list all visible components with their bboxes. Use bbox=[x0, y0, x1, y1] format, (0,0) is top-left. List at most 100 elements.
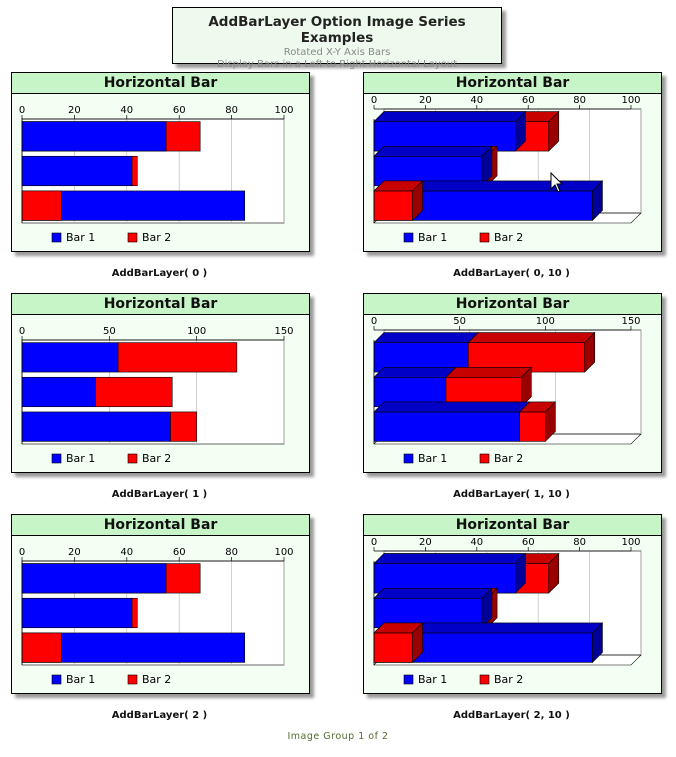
bar-2-row-2 bbox=[445, 366, 533, 408]
chart-title: Horizontal Bar bbox=[12, 73, 309, 94]
tick-label: 0 bbox=[19, 547, 25, 558]
legend-label: Bar 2 bbox=[494, 452, 523, 465]
legend-label: Bar 1 bbox=[66, 231, 95, 244]
chart-panel-6: Horizontal Bar 0 20 40 60 80 100 Bar 1 Bar 2 bbox=[363, 514, 662, 694]
chart-svg: 0 50 100 150 Bar 1 Bar 2 bbox=[19, 326, 294, 465]
chart-title: Horizontal Bar bbox=[12, 294, 309, 315]
legend-swatch bbox=[479, 453, 490, 464]
chart-title: Horizontal Bar bbox=[12, 515, 309, 536]
legend-label: Bar 1 bbox=[66, 452, 95, 465]
chart-caption: AddBarLayer( 1, 10 ) bbox=[453, 489, 570, 500]
legend-label: Bar 2 bbox=[494, 231, 523, 244]
bar-2-row-1 bbox=[117, 342, 238, 373]
legend-swatch bbox=[127, 453, 138, 464]
bar-1-row-3 bbox=[21, 411, 171, 442]
legend-swatch bbox=[479, 232, 490, 243]
bar-1-row-1 bbox=[373, 110, 527, 152]
chart-panel-3: Horizontal Bar 0 50 100 150 Bar 1 Bar 2 bbox=[11, 293, 310, 473]
tick-label: 20 bbox=[68, 105, 81, 116]
bar-1-row-2 bbox=[21, 597, 133, 629]
image-group-label: Image Group 1 of 2 bbox=[287, 731, 389, 742]
tick-label: 0 bbox=[371, 95, 377, 106]
page-subtitle-1: Rotated X-Y Axis Bars bbox=[283, 47, 391, 58]
chart-panel-2: Horizontal Bar 0 20 40 60 80 100 Bar 1 Bar 2 bbox=[363, 72, 662, 252]
tick-label: 0 bbox=[19, 326, 25, 337]
tick-label: 0 bbox=[371, 316, 377, 327]
bar-2-row-3 bbox=[21, 632, 62, 663]
chart-caption: AddBarLayer( 1 ) bbox=[111, 489, 208, 500]
legend-label: Bar 2 bbox=[142, 231, 171, 244]
legend-swatch bbox=[403, 674, 414, 685]
tick-label: 100 bbox=[187, 326, 206, 337]
chart-caption: AddBarLayer( 0, 10 ) bbox=[453, 268, 570, 279]
legend-label: Bar 2 bbox=[142, 452, 171, 465]
tick-label: 150 bbox=[621, 316, 640, 327]
tick-label: 150 bbox=[274, 326, 293, 337]
tick-label: 80 bbox=[225, 547, 238, 558]
bar-1-row-3 bbox=[373, 401, 531, 443]
tick-label: 60 bbox=[522, 537, 535, 548]
chart-panel-5: Horizontal Bar 0 20 40 60 80 100 Bar 1 Bar 2 bbox=[11, 514, 310, 694]
legend-label: Bar 1 bbox=[418, 673, 447, 686]
bar-2-row-3 bbox=[373, 180, 424, 222]
bar-1-row-1 bbox=[373, 331, 479, 373]
tick-label: 40 bbox=[470, 95, 483, 106]
tick-label: 100 bbox=[621, 537, 640, 548]
chart-svg: 0 20 40 60 80 100 Bar 1 Bar 2 bbox=[19, 105, 294, 244]
bar-1-row-1 bbox=[21, 563, 167, 594]
mouse-pointer-icon bbox=[550, 172, 564, 193]
tick-label: 20 bbox=[419, 95, 432, 106]
tick-label: 100 bbox=[621, 95, 640, 106]
bar-1-row-1 bbox=[373, 552, 527, 594]
tick-label: 50 bbox=[453, 316, 466, 327]
chart-svg: 0 50 100 150 Bar 1 Bar 2 bbox=[371, 316, 642, 465]
chart-panel-4: Horizontal Bar 0 50 100 150 Bar 1 Bar 2 bbox=[363, 293, 662, 473]
bar-2-row-2 bbox=[95, 376, 173, 408]
chart-caption: AddBarLayer( 2, 10 ) bbox=[453, 710, 570, 721]
legend-label: Bar 1 bbox=[66, 673, 95, 686]
bar-2-row-3 bbox=[373, 622, 424, 664]
tick-label: 20 bbox=[68, 547, 81, 558]
tick-label: 60 bbox=[173, 105, 186, 116]
bar-2-row-3 bbox=[21, 190, 62, 221]
legend-swatch bbox=[51, 674, 62, 685]
legend-swatch bbox=[127, 232, 138, 243]
legend-swatch bbox=[479, 674, 490, 685]
tick-label: 50 bbox=[103, 326, 116, 337]
bar-1-row-2 bbox=[373, 366, 457, 408]
tick-label: 20 bbox=[419, 537, 432, 548]
bar-2-row-3 bbox=[170, 411, 197, 442]
tick-label: 100 bbox=[274, 547, 293, 558]
bar-1-row-2 bbox=[373, 145, 493, 187]
tick-label: 80 bbox=[573, 537, 586, 548]
bar-2-row-1 bbox=[467, 331, 596, 373]
chart-panel-1: Horizontal Bar 0 20 40 60 80 100 Bar 1 Bar 2 bbox=[11, 72, 310, 252]
tick-label: 80 bbox=[225, 105, 238, 116]
bar-1-row-1 bbox=[21, 121, 167, 152]
bar-1-row-1 bbox=[21, 342, 119, 373]
legend-label: Bar 2 bbox=[142, 673, 171, 686]
legend-swatch bbox=[403, 453, 414, 464]
bar-2-row-3 bbox=[518, 401, 557, 443]
legend-label: Bar 1 bbox=[418, 231, 447, 244]
tick-label: 0 bbox=[19, 105, 25, 116]
chart-title: Horizontal Bar bbox=[364, 515, 661, 536]
tick-label: 100 bbox=[536, 316, 555, 327]
page-title: AddBarLayer Option Image Series Examples bbox=[208, 14, 466, 46]
tick-label: 40 bbox=[120, 547, 133, 558]
chart-svg: 0 20 40 60 80 100 Bar 1 Bar 2 bbox=[19, 547, 294, 686]
legend-label: Bar 2 bbox=[494, 673, 523, 686]
bar-1-row-2 bbox=[21, 155, 133, 187]
tick-label: 100 bbox=[274, 105, 293, 116]
tick-label: 0 bbox=[371, 537, 377, 548]
legend-swatch bbox=[51, 232, 62, 243]
header-box: AddBarLayer Option Image Series Examples… bbox=[172, 7, 502, 70]
page-subtitle-2: Display Bars in a Left to Right Horizont… bbox=[216, 59, 458, 70]
tick-label: 40 bbox=[120, 105, 133, 116]
tick-label: 60 bbox=[522, 95, 535, 106]
bar-1-row-2 bbox=[21, 376, 96, 408]
tick-label: 60 bbox=[173, 547, 186, 558]
chart-svg: 0 20 40 60 80 100 Bar 1 Bar 2 bbox=[371, 537, 642, 686]
chart-caption: AddBarLayer( 0 ) bbox=[111, 268, 208, 279]
chart-caption: AddBarLayer( 2 ) bbox=[111, 710, 208, 721]
